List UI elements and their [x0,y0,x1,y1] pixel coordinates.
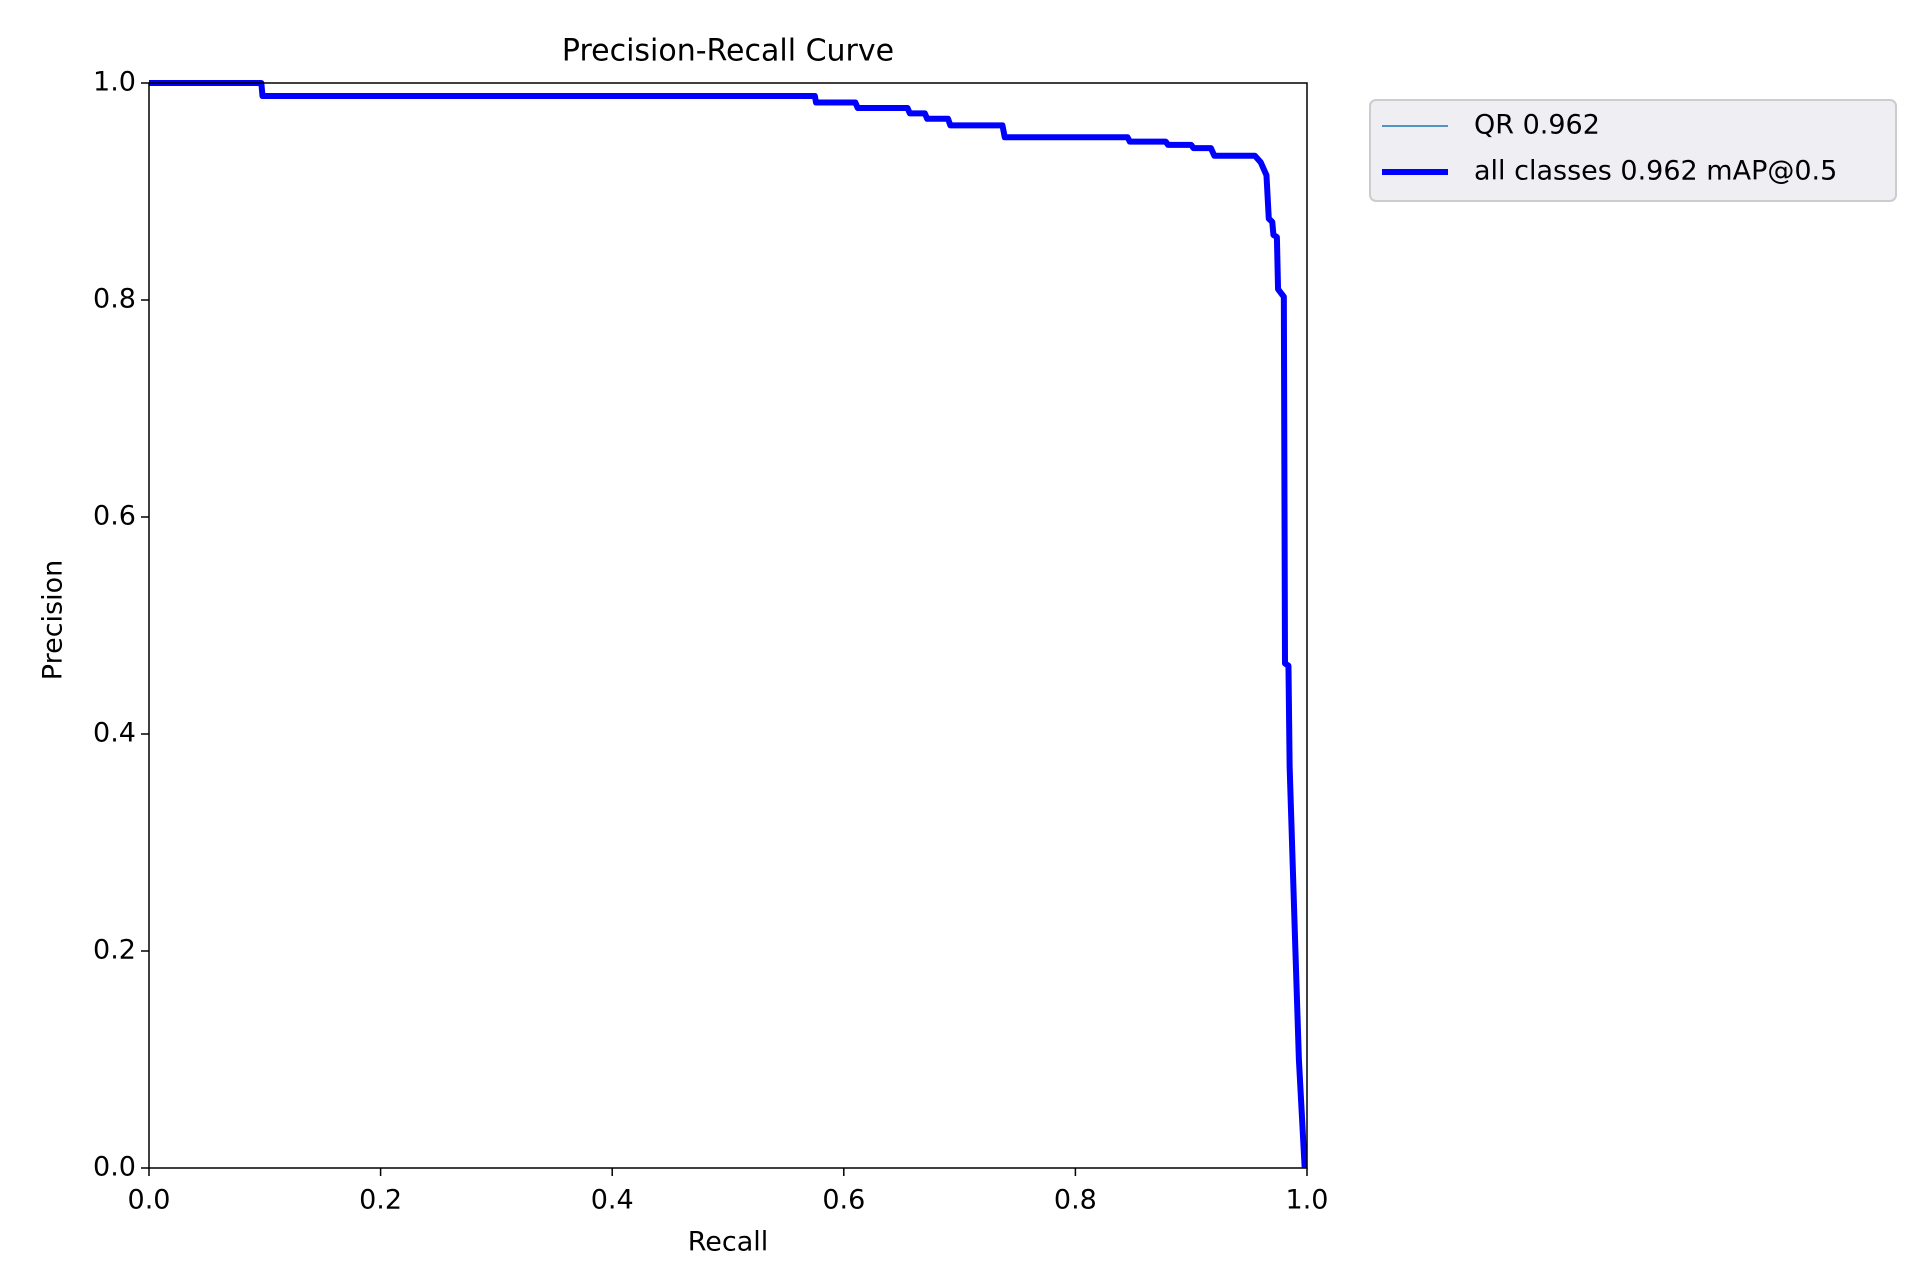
chart-title: Precision-Recall Curve [562,34,894,69]
plot-frame [148,82,1308,1169]
legend-label: QR 0.962 [1474,110,1600,141]
y-tick-label: 0.8 [93,284,136,315]
y-tick-label: 0.0 [93,1152,136,1183]
x-tick-label: 0.6 [822,1185,865,1216]
legend-box [1369,99,1897,202]
y-tick-label: 0.4 [93,718,136,749]
series-line [149,82,1306,1169]
x-tick-label: 0.0 [128,1185,171,1216]
x-tick-label: 0.2 [359,1185,402,1216]
x-tick-label: 0.4 [591,1185,634,1216]
series-line [149,80,1308,1169]
y-tick-label: 0.6 [93,501,136,532]
y-axis-label: Precision [38,560,69,680]
x-tick-label: 1.0 [1286,1185,1329,1216]
legend-label: all classes 0.962 mAP@0.5 [1474,156,1837,187]
x-axis-label: Recall [688,1227,769,1258]
y-tick-label: 0.2 [93,935,136,966]
y-tick-label: 1.0 [93,67,136,98]
x-tick-label: 0.8 [1054,1185,1097,1216]
